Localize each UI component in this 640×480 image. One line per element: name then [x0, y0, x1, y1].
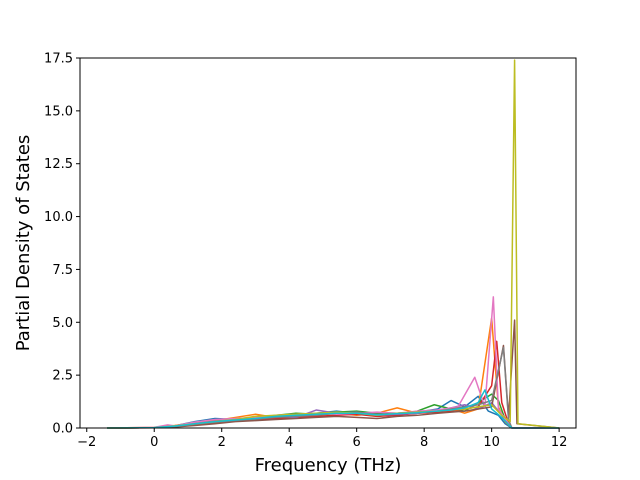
y-tick-label: 15.0 — [44, 104, 73, 119]
plot-lines — [106, 59, 560, 429]
series-line-10 — [106, 389, 560, 429]
y-tick-label: 12.5 — [44, 157, 73, 172]
y-tick-label: 2.5 — [52, 369, 73, 384]
y-tick-label: 7.5 — [52, 263, 73, 278]
x-tick-label: 8 — [420, 435, 428, 450]
plot-frame — [79, 57, 577, 429]
x-tick-label: 12 — [551, 435, 568, 450]
x-tick-label: 4 — [285, 435, 293, 450]
y-tick-label: 0.0 — [52, 422, 73, 437]
x-tick-label: 6 — [353, 435, 361, 450]
x-axis-label: Frequency (THz) — [255, 455, 402, 476]
y-axis-ticks: 0.0 2.5 5.0 7.5 10.0 12.5 15.0 17.5 — [44, 52, 80, 437]
x-tick-label: 10 — [483, 435, 500, 450]
y-tick-label: 10.0 — [44, 210, 73, 225]
y-tick-label: 5.0 — [52, 316, 73, 331]
y-tick-label: 17.5 — [44, 52, 73, 67]
y-axis-label: Partial Density of States — [13, 135, 34, 352]
x-axis-ticks: −2 0 2 4 6 8 10 12 — [77, 428, 567, 450]
x-tick-label: −2 — [77, 435, 96, 450]
x-tick-label: 0 — [150, 435, 158, 450]
series-line-6 — [106, 319, 560, 429]
x-tick-label: 2 — [218, 435, 226, 450]
